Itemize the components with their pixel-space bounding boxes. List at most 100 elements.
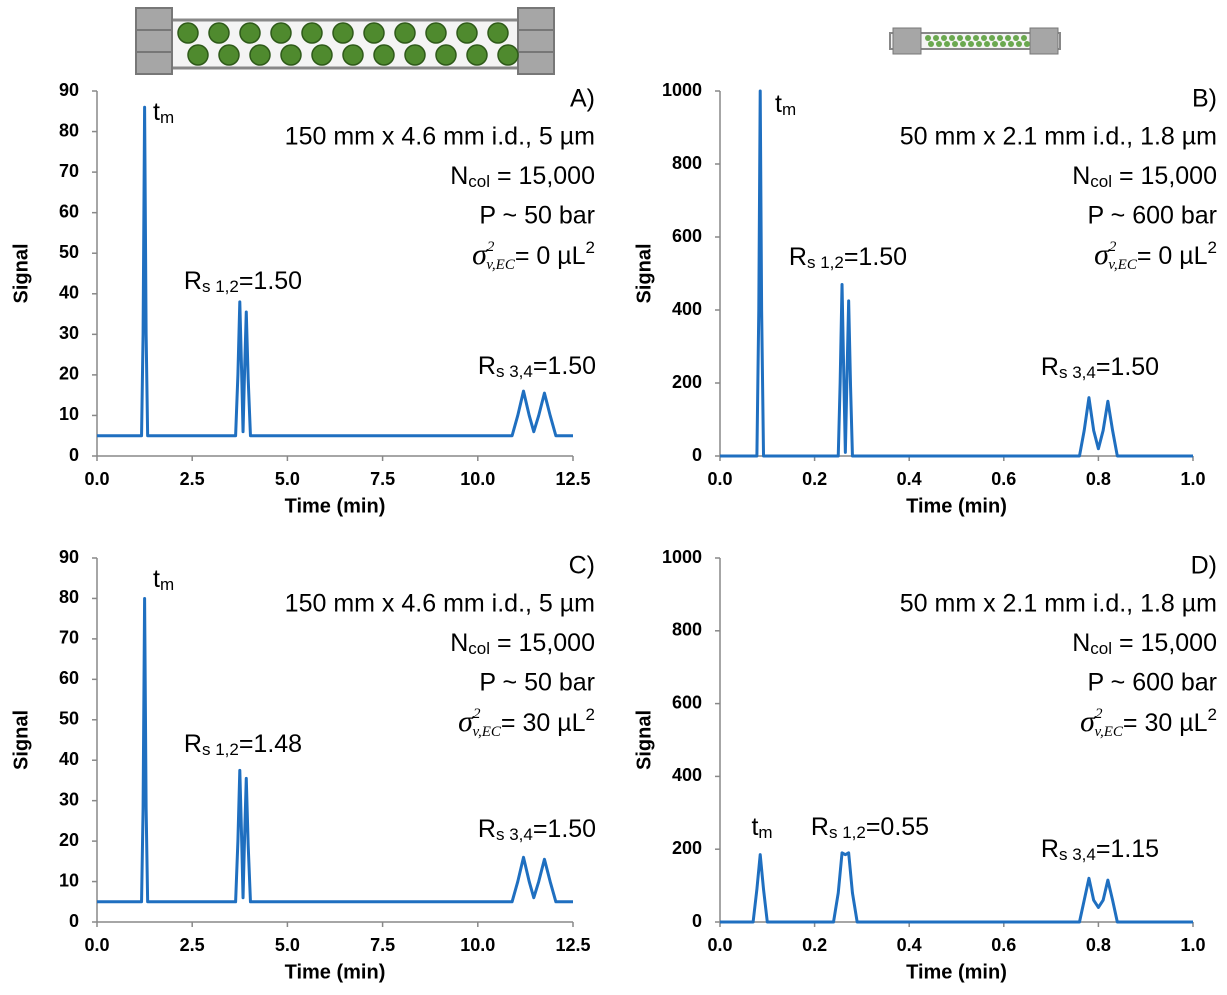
x-tick-label: 7.5 — [370, 469, 395, 489]
panel-label: D) — [1191, 552, 1217, 580]
chromatogram-line — [97, 596, 573, 904]
annotation-part: s 1,2 — [202, 740, 239, 759]
x-axis-title: Time (min) — [285, 495, 386, 517]
x-tick-label: 12.5 — [555, 935, 590, 955]
annotation-part: col — [1090, 639, 1112, 658]
annotation-part: t — [751, 813, 758, 841]
x-tick-label: 0.0 — [84, 469, 109, 489]
annotation-part: col — [468, 639, 490, 658]
particle — [984, 41, 990, 47]
annotation-part: N — [450, 629, 468, 657]
column-spec: 150 mm x 4.6 mm i.d., 5 µm — [285, 123, 595, 151]
y-tick-label: 1000 — [662, 80, 702, 100]
particle — [944, 41, 950, 47]
annotation-part: =1.50 — [533, 352, 596, 380]
annotation: Rs 3,4=1.50 — [478, 352, 596, 381]
x-tick-label: 7.5 — [370, 935, 395, 955]
annotation: Rs 3,4=1.15 — [1041, 835, 1159, 864]
annotation-part: 2 — [586, 705, 595, 724]
annotation-part: =1.50 — [1096, 353, 1159, 381]
annotation-part: v,EC — [472, 724, 501, 740]
pressure: P ~ 600 bar — [1087, 202, 1217, 230]
annotation-part: t — [153, 98, 160, 126]
annotation-part: σ — [458, 705, 474, 738]
y-tick-label: 80 — [59, 120, 79, 140]
particle — [342, 44, 364, 66]
particle — [280, 44, 302, 66]
annotation-part: σ — [472, 238, 488, 271]
annotation-part: R — [478, 352, 496, 380]
x-tick-label: 10.0 — [460, 935, 495, 955]
pressure: P ~ 50 bar — [479, 669, 595, 697]
annotation-part: s 3,4 — [1059, 845, 1096, 864]
x-tick-label: 0.2 — [802, 469, 827, 489]
annotation: tm — [153, 98, 174, 127]
y-axis-title: Signal — [10, 243, 32, 303]
particle — [968, 41, 974, 47]
x-tick-label: 0.0 — [707, 469, 732, 489]
annotation: Rs 1,2=0.55 — [811, 813, 929, 842]
particle — [1024, 41, 1030, 47]
y-tick-label: 10 — [59, 870, 79, 890]
particle — [394, 22, 416, 44]
annotation-part: R — [1041, 835, 1059, 863]
particle — [957, 35, 963, 41]
pressure: P ~ 600 bar — [1087, 669, 1217, 697]
y-tick-label: 10 — [59, 404, 79, 424]
annotation-part: v,EC — [486, 257, 515, 273]
column-illustration — [135, 7, 555, 75]
y-tick-label: 60 — [59, 668, 79, 688]
y-tick-label: 0 — [69, 445, 79, 465]
annotation-part: = 30 µL — [1123, 709, 1208, 737]
particle — [363, 22, 385, 44]
particle — [949, 35, 955, 41]
chromatogram-line — [97, 105, 573, 438]
y-tick-label: 40 — [59, 283, 79, 303]
y-tick-label: 600 — [672, 226, 702, 246]
x-tick-label: 0.8 — [1086, 935, 1111, 955]
x-tick-label: 1.0 — [1180, 935, 1205, 955]
particle — [177, 22, 199, 44]
annotation-part: =0.55 — [866, 813, 929, 841]
particle — [435, 44, 457, 66]
annotation-part: m — [160, 575, 174, 594]
y-axis-title: Signal — [633, 243, 655, 303]
particle — [1013, 35, 1019, 41]
annotation: Rs 1,2=1.50 — [184, 267, 302, 296]
y-tick-label: 30 — [59, 789, 79, 809]
annotation: Ncol = 15,000 — [1072, 629, 1217, 658]
y-tick-label: 50 — [59, 709, 79, 729]
annotation-part: s 3,4 — [1059, 363, 1096, 382]
annotation-part: =1.50 — [533, 815, 596, 843]
annotation-part: v,EC — [1108, 257, 1137, 273]
y-tick-label: 90 — [59, 547, 79, 567]
y-tick-label: 60 — [59, 201, 79, 221]
x-tick-label: 0.6 — [991, 935, 1016, 955]
annotation-part: col — [468, 172, 490, 191]
panel-label: A) — [570, 85, 595, 113]
particle — [976, 41, 982, 47]
annotation-part: m — [782, 100, 796, 119]
particle — [936, 41, 942, 47]
annotation-part: 2 — [1109, 239, 1117, 255]
annotation-part: = 0 µL — [1137, 242, 1208, 270]
annotation: tm — [153, 565, 174, 594]
panel-label: C) — [569, 552, 595, 580]
column-illustration — [889, 27, 1061, 55]
x-axis-title: Time (min) — [906, 495, 1007, 517]
y-tick-label: 30 — [59, 323, 79, 343]
particle — [992, 41, 998, 47]
x-tick-label: 0.2 — [802, 935, 827, 955]
x-axis-title: Time (min) — [285, 961, 386, 983]
y-tick-label: 70 — [59, 628, 79, 648]
particle — [941, 35, 947, 41]
annotation-part: 2 — [473, 706, 481, 722]
y-tick-label: 80 — [59, 587, 79, 607]
annotation-part: R — [1041, 353, 1059, 381]
annotation-part: s 1,2 — [829, 823, 866, 842]
particle — [497, 44, 519, 66]
annotation: tm — [775, 90, 796, 119]
particle — [1016, 41, 1022, 47]
y-tick-label: 400 — [672, 765, 702, 785]
